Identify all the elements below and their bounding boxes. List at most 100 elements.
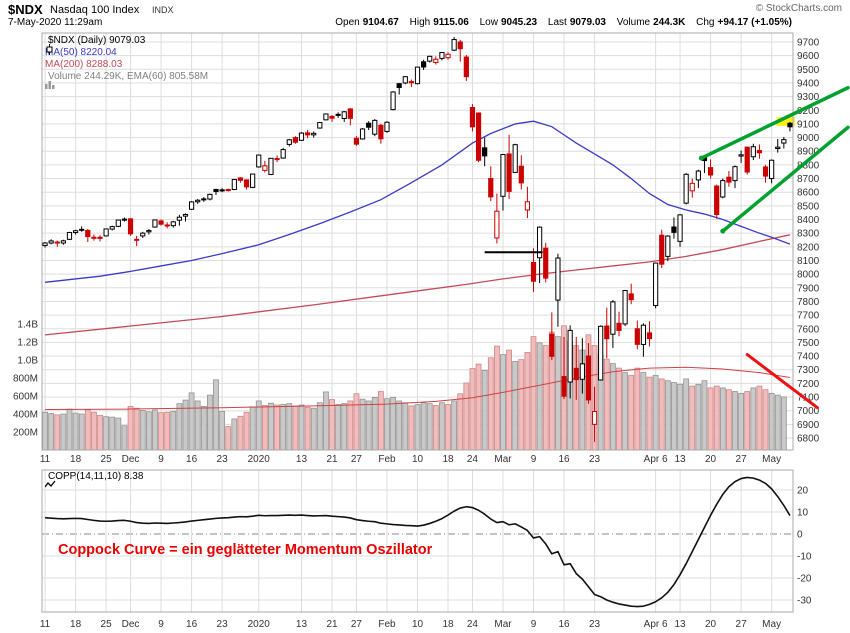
svg-text:May: May: [762, 619, 781, 630]
svg-text:-30: -30: [797, 596, 812, 607]
svg-text:16: 16: [186, 619, 198, 630]
svg-text:8500: 8500: [797, 201, 820, 212]
svg-text:21: 21: [326, 454, 338, 465]
svg-text:8600: 8600: [797, 188, 820, 199]
svg-text:27: 27: [351, 454, 363, 465]
svg-text:-20: -20: [797, 574, 812, 585]
svg-text:1.0B: 1.0B: [17, 356, 38, 367]
svg-text:Mar: Mar: [494, 619, 512, 630]
svg-text:Feb: Feb: [378, 619, 396, 630]
svg-text:27: 27: [736, 619, 748, 630]
trend-channel-line-2: [721, 125, 850, 233]
coppock-legend: COPP(14,11,10) 8.38: [45, 471, 144, 488]
svg-text:9: 9: [158, 454, 164, 465]
legend-ma50: MA(50) 8220.04: [45, 47, 117, 58]
svg-text:20: 20: [705, 454, 717, 465]
svg-text:Apr 6: Apr 6: [644, 454, 668, 465]
index-name: Nasdaq 100 Index: [50, 4, 140, 16]
svg-text:7400: 7400: [797, 352, 820, 363]
volume-value: 244.3K: [653, 17, 686, 28]
svg-text:18: 18: [442, 454, 454, 465]
low-value: 9045.23: [500, 17, 538, 28]
svg-text:Apr 6: Apr 6: [644, 619, 668, 630]
svg-text:Mar: Mar: [494, 454, 512, 465]
svg-text:13: 13: [674, 619, 686, 630]
svg-text:25: 25: [101, 454, 113, 465]
svg-text:9500: 9500: [797, 65, 820, 76]
svg-text:Dec: Dec: [122, 454, 140, 465]
svg-text:9100: 9100: [797, 119, 820, 130]
legend-ma200: MA(200) 8288.03: [45, 59, 123, 70]
chg-value: +94.17 (+1.05%): [717, 17, 793, 28]
svg-text:13: 13: [296, 454, 308, 465]
price-frame: [41, 32, 794, 451]
svg-text:Feb: Feb: [378, 454, 396, 465]
coppock-annotation-text: Coppock Curve = ein geglätteter Momentum…: [58, 542, 433, 558]
svg-text:Dec: Dec: [122, 619, 140, 630]
svg-text:9200: 9200: [797, 106, 820, 117]
copyright: © StockCharts.com: [755, 3, 842, 14]
svg-text:-10: -10: [797, 552, 812, 563]
svg-text:8400: 8400: [797, 215, 820, 226]
volume-label: Volume: [616, 17, 651, 28]
svg-text:9700: 9700: [797, 38, 820, 49]
svg-text:7100: 7100: [797, 393, 820, 404]
svg-text:27: 27: [736, 454, 748, 465]
svg-text:10: 10: [412, 619, 424, 630]
open-label: Open: [335, 17, 360, 28]
svg-text:23: 23: [217, 454, 229, 465]
svg-text:2020: 2020: [248, 619, 271, 630]
ma50-line: [44, 120, 791, 283]
svg-text:13: 13: [296, 619, 308, 630]
svg-text:24: 24: [467, 619, 479, 630]
svg-text:24: 24: [467, 454, 479, 465]
trendline-anchor-dot: [698, 155, 704, 161]
svg-text:9: 9: [158, 619, 164, 630]
svg-text:10: 10: [412, 454, 424, 465]
svg-text:2020: 2020: [248, 454, 271, 465]
svg-text:8700: 8700: [797, 174, 820, 185]
svg-text:11: 11: [40, 454, 51, 465]
svg-text:27: 27: [351, 619, 363, 630]
coppock-grid: [42, 470, 793, 612]
svg-text:25: 25: [101, 619, 113, 630]
svg-text:May: May: [762, 454, 781, 465]
chart-datetime: 7-May-2020 11:29am: [8, 17, 103, 28]
exchange-tag: INDX: [152, 5, 174, 15]
open-value: 9104.67: [362, 17, 399, 28]
price-axis-labels: 6800 6900 7000 7100 7200 7300 7400 7500 7600 7700…: [13, 38, 820, 466]
svg-text:7500: 7500: [797, 338, 820, 349]
svg-text:7800: 7800: [797, 297, 820, 308]
svg-text:16: 16: [558, 619, 570, 630]
svg-text:7600: 7600: [797, 324, 820, 335]
svg-text:18: 18: [70, 454, 82, 465]
svg-text:7300: 7300: [797, 365, 820, 376]
svg-text:23: 23: [589, 454, 601, 465]
svg-text:9: 9: [531, 619, 537, 630]
legend-volume-row: Volume 244.29K, EMA(60) 805.58M: [45, 71, 209, 89]
svg-text:21: 21: [326, 619, 338, 630]
svg-text:7900: 7900: [797, 283, 820, 294]
low-label: Low: [479, 17, 498, 28]
coppock-line: [44, 476, 791, 608]
coppock-axis-labels: 20 10 0 -10 -20 -30 11 18 25 Dec 9 16 23 2020 13 21 27 Fe…: [40, 486, 812, 631]
svg-text:9300: 9300: [797, 92, 820, 103]
svg-text:200M: 200M: [13, 428, 38, 439]
svg-text:600M: 600M: [13, 392, 38, 403]
svg-text:23: 23: [217, 619, 229, 630]
legend-symbol-row: $NDX (Daily) 9079.03: [45, 35, 208, 55]
svg-text:9: 9: [531, 454, 537, 465]
svg-text:8100: 8100: [797, 256, 820, 267]
highlight-marker: [776, 117, 795, 126]
coppock-legend-text: COPP(14,11,10) 8.38: [48, 471, 144, 482]
legend-volume-text: Volume 244.29K, EMA(60) 805.58M: [48, 71, 209, 82]
svg-text:23: 23: [589, 619, 601, 630]
svg-text:18: 18: [70, 619, 82, 630]
chg-label: Chg: [696, 17, 715, 28]
trend-channel-line-1: [699, 85, 850, 160]
svg-text:8300: 8300: [797, 229, 820, 240]
svg-text:6800: 6800: [797, 434, 820, 445]
price-chart-legend: $NDX (Daily) 9079.03 MA(50) 8220.04 MA(2…: [45, 35, 209, 89]
price-chart-svg: 6800 6900 7000 7100 7200 7300 7400 7500 7600 7700…: [13, 32, 850, 466]
